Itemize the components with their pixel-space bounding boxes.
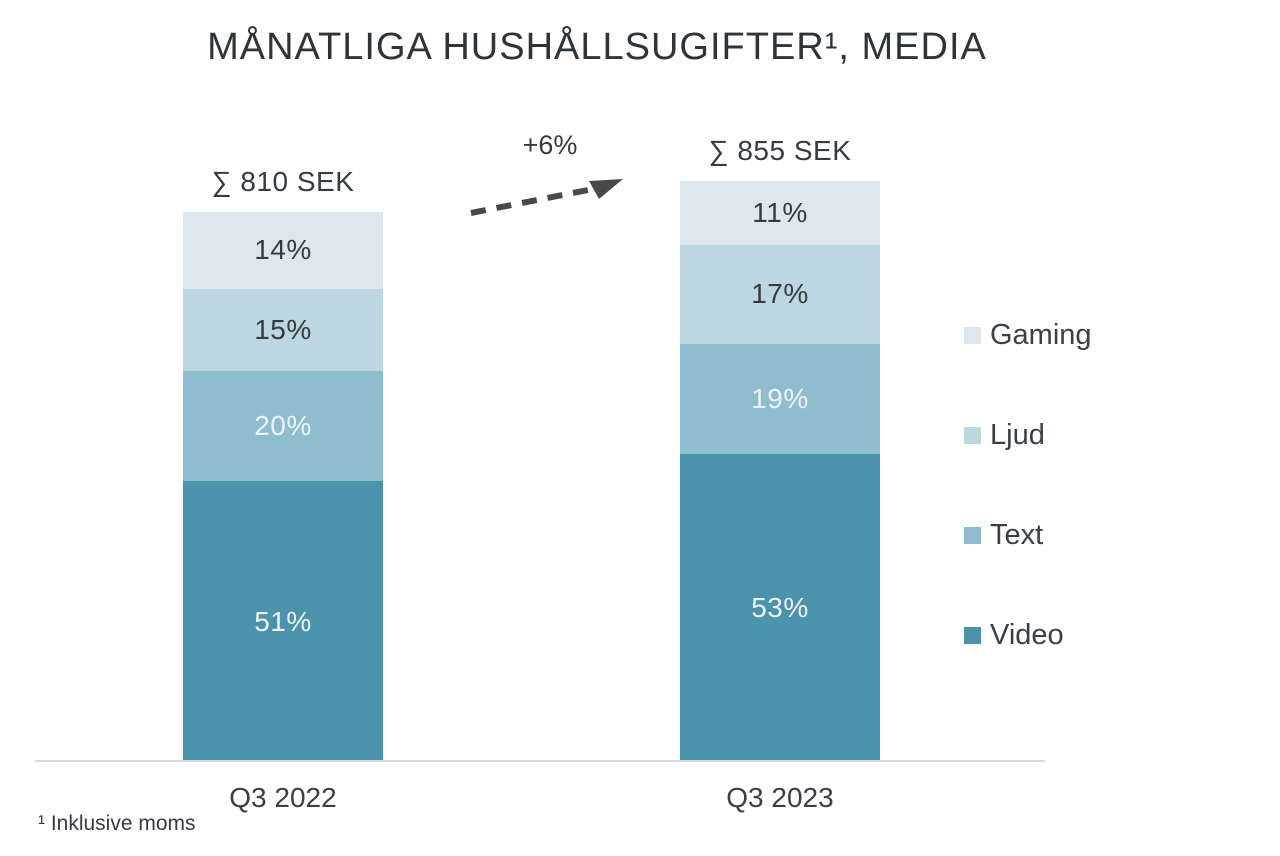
stacked-bar-q3-2023: 11% 17% 19% 53% xyxy=(680,181,880,762)
legend-label-video: Video xyxy=(990,618,1064,651)
bar-group-q3-2023: ∑ 855 SEK 11% 17% 19% 53% xyxy=(680,135,880,762)
legend-label-ljud: Ljud xyxy=(990,418,1045,451)
legend-swatch-text-icon xyxy=(964,526,981,544)
change-annotation-block: +6% xyxy=(455,130,645,226)
total-label-q3-2022: ∑ 810 SEK xyxy=(211,165,355,197)
bar-segment-text-q3-2023: 19% xyxy=(680,343,880,455)
legend-label-gaming: Gaming xyxy=(990,318,1092,351)
bar-segment-gaming-q3-2023: 11% xyxy=(680,181,880,245)
legend-swatch-gaming-icon xyxy=(964,326,981,344)
dashed-arrow-icon xyxy=(469,179,623,216)
legend: Gaming Ljud Text Video xyxy=(964,318,1092,718)
legend-swatch-video-icon xyxy=(964,626,981,644)
bar-segment-text-q3-2022: 20% xyxy=(183,371,383,482)
x-axis-label-q3-2023: Q3 2023 xyxy=(726,782,834,813)
bar-segment-video-q3-2023: 53% xyxy=(680,454,880,762)
x-axis-line xyxy=(35,760,1045,762)
legend-label-text: Text xyxy=(990,518,1044,551)
legend-swatch-ljud-icon xyxy=(964,426,981,444)
bar-segment-ljud-q3-2023: 17% xyxy=(680,244,880,344)
bar-segment-video-q3-2022: 51% xyxy=(183,481,383,762)
legend-item-video: Video xyxy=(964,618,1092,652)
legend-item-ljud: Ljud xyxy=(964,418,1092,452)
bar-segment-gaming-q3-2022: 14% xyxy=(183,211,383,289)
legend-item-gaming: Gaming xyxy=(964,318,1092,352)
bar-group-q3-2022: ∑ 810 SEK 14% 15% 20% 51% xyxy=(183,166,383,762)
stacked-bar-q3-2022: 14% 15% 20% 51% xyxy=(183,211,383,762)
legend-item-text: Text xyxy=(964,518,1092,552)
total-label-q3-2023: ∑ 855 SEK xyxy=(708,135,852,167)
bar-segment-ljud-q3-2022: 15% xyxy=(183,288,383,372)
change-percentage-label: +6% xyxy=(522,130,578,160)
x-axis-label-q3-2022: Q3 2022 xyxy=(229,782,337,813)
chart-title: MÅNATLIGA HUSHÅLLSUGIFTER¹, MEDIA xyxy=(207,26,987,68)
footnote: ¹ Inklusive moms xyxy=(38,812,196,835)
